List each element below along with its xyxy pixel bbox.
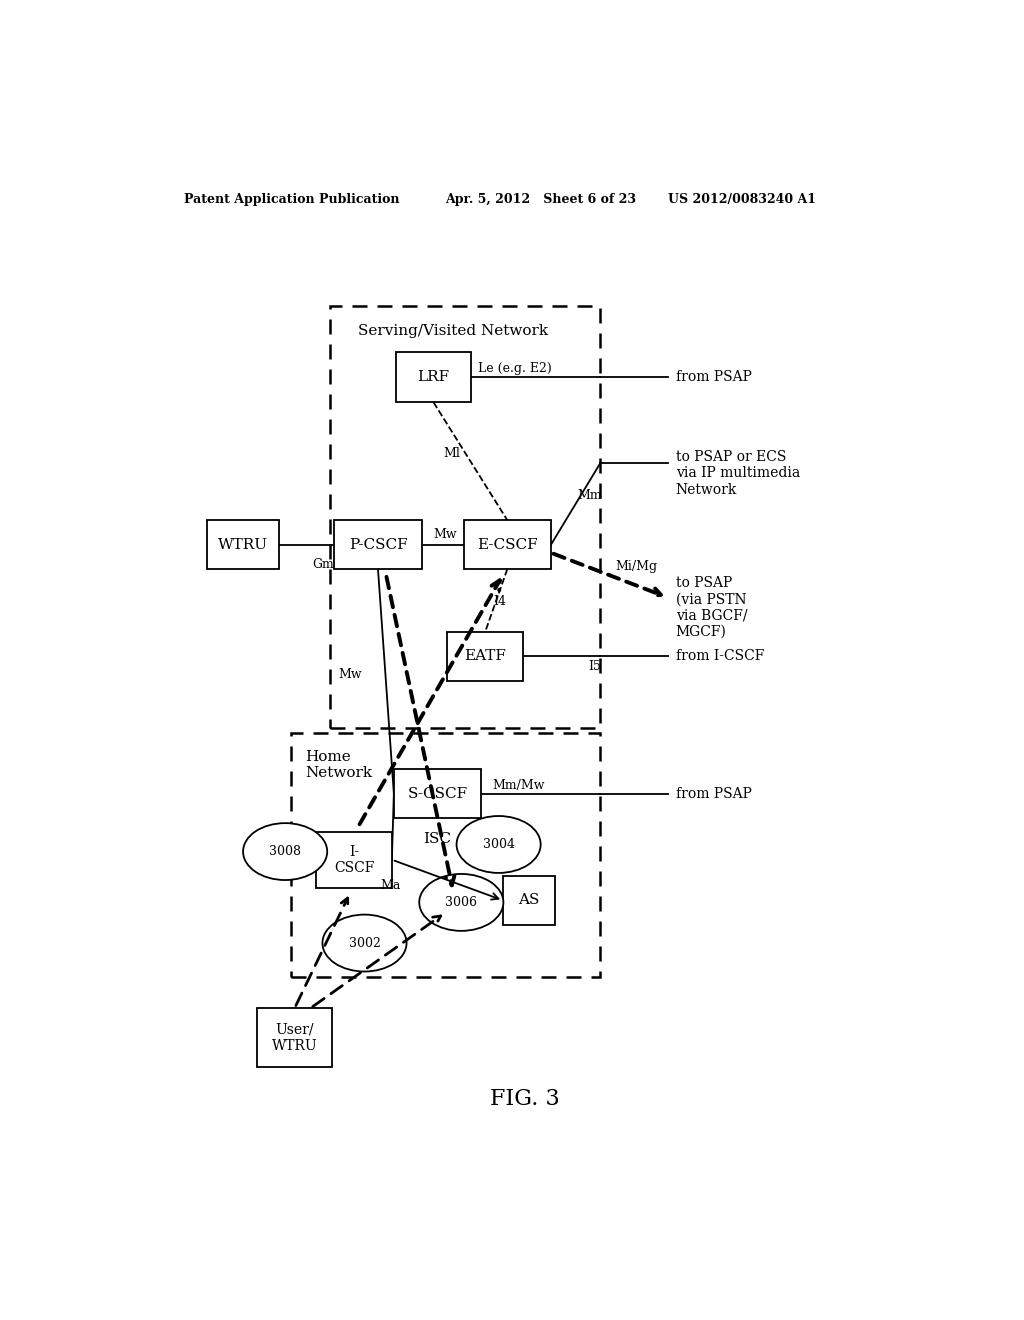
Text: to PSAP or ECS
via IP multimedia
Network: to PSAP or ECS via IP multimedia Network [676, 450, 800, 496]
Text: Serving/Visited Network: Serving/Visited Network [358, 325, 548, 338]
Text: Mm/Mw: Mm/Mw [493, 779, 545, 792]
FancyBboxPatch shape [316, 832, 392, 887]
FancyBboxPatch shape [394, 770, 481, 818]
Text: User/
WTRU: User/ WTRU [271, 1023, 317, 1052]
Text: Mw: Mw [339, 668, 362, 681]
Text: to PSAP
(via PSTN
via BGCF/
MGCF): to PSAP (via PSTN via BGCF/ MGCF) [676, 577, 748, 639]
Text: E-CSCF: E-CSCF [477, 537, 538, 552]
Text: Le (e.g. E2): Le (e.g. E2) [477, 362, 551, 375]
Ellipse shape [457, 816, 541, 873]
Text: LRF: LRF [418, 370, 450, 384]
Text: Mi/Mg: Mi/Mg [615, 561, 657, 573]
FancyBboxPatch shape [207, 520, 279, 569]
Ellipse shape [419, 874, 504, 931]
Text: US 2012/0083240 A1: US 2012/0083240 A1 [668, 193, 816, 206]
FancyBboxPatch shape [503, 876, 555, 925]
Ellipse shape [323, 915, 407, 972]
Text: Mm: Mm [578, 490, 602, 503]
Text: FIG. 3: FIG. 3 [489, 1088, 560, 1110]
Text: EATF: EATF [464, 649, 506, 664]
FancyBboxPatch shape [396, 351, 471, 403]
Text: Ml: Ml [442, 446, 460, 459]
FancyBboxPatch shape [334, 520, 422, 569]
Text: Gm: Gm [312, 558, 334, 572]
Text: P-CSCF: P-CSCF [348, 537, 408, 552]
Text: WTRU: WTRU [218, 537, 268, 552]
Text: Mw: Mw [433, 528, 458, 541]
Text: from I-CSCF: from I-CSCF [676, 649, 764, 664]
Text: from PSAP: from PSAP [676, 370, 752, 384]
Ellipse shape [243, 824, 328, 880]
Text: Ma: Ma [380, 879, 400, 891]
Text: 3004: 3004 [482, 838, 515, 851]
Text: 3002: 3002 [348, 937, 381, 949]
Text: ISC: ISC [424, 833, 452, 846]
Text: Home
Network: Home Network [305, 750, 372, 780]
Text: S-CSCF: S-CSCF [408, 787, 468, 801]
Text: 3008: 3008 [269, 845, 301, 858]
Text: I5: I5 [588, 660, 601, 673]
Text: AS: AS [518, 894, 540, 907]
FancyBboxPatch shape [447, 632, 523, 681]
Text: I4: I4 [494, 595, 506, 609]
Text: Patent Application Publication: Patent Application Publication [183, 193, 399, 206]
Text: I-
CSCF: I- CSCF [334, 845, 375, 875]
Text: from PSAP: from PSAP [676, 787, 752, 801]
Text: 3006: 3006 [445, 896, 477, 909]
FancyBboxPatch shape [464, 520, 551, 569]
FancyBboxPatch shape [257, 1008, 333, 1067]
Text: Apr. 5, 2012   Sheet 6 of 23: Apr. 5, 2012 Sheet 6 of 23 [445, 193, 637, 206]
